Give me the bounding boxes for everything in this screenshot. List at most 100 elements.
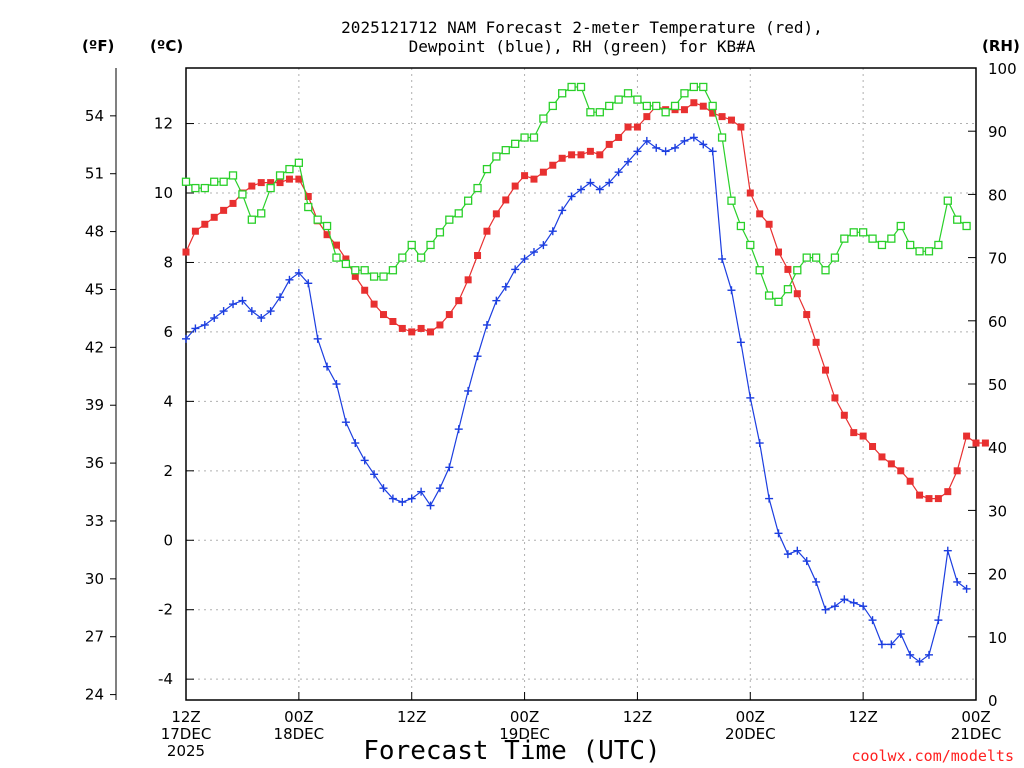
data-point (380, 311, 387, 319)
data-point (830, 253, 840, 262)
data-point (775, 248, 782, 256)
data-point (944, 488, 952, 496)
data-point (322, 221, 332, 231)
data-point (624, 157, 633, 166)
data-point (492, 296, 501, 305)
data-point (670, 101, 680, 111)
rh-tick-label: 60 (988, 313, 1007, 331)
data-point (341, 259, 351, 269)
data-point (925, 495, 933, 503)
data-point (361, 286, 369, 294)
data-point (756, 210, 764, 218)
data-point (492, 210, 500, 218)
data-point (426, 501, 435, 510)
data-point (699, 140, 708, 149)
data-point (689, 133, 698, 142)
data-point (502, 196, 510, 204)
data-point (746, 393, 755, 402)
data-point (953, 215, 962, 224)
data-point (238, 296, 247, 305)
data-point (727, 116, 735, 124)
data-point (436, 321, 444, 329)
data-point (840, 595, 849, 604)
rh-tick-label: 100 (988, 60, 1017, 78)
data-point (285, 275, 294, 284)
data-point (567, 192, 576, 201)
data-point (455, 297, 463, 305)
data-point (906, 477, 914, 485)
data-point (379, 484, 388, 493)
data-point (445, 463, 454, 472)
data-point (407, 494, 416, 503)
chart-title-line-1: 2025121712 NAM Forecast 2-meter Temperat… (341, 18, 823, 37)
grid-lines (186, 68, 976, 700)
data-point (474, 252, 482, 260)
time-tick-label: 12Z (397, 708, 426, 726)
data-point (736, 338, 745, 347)
data-point (877, 640, 886, 649)
rh-tick-label: 10 (988, 629, 1007, 647)
data-point (849, 228, 858, 237)
data-point (868, 234, 877, 243)
data-point (586, 147, 594, 155)
data-point (220, 206, 228, 214)
data-point (539, 241, 548, 250)
data-point (426, 240, 435, 250)
data-point (793, 266, 802, 275)
rh-tick-label: 40 (988, 439, 1007, 457)
data-point (342, 255, 350, 263)
data-point (709, 109, 717, 117)
tick-labels: -4-2024681012242730333639424548515401020… (85, 60, 1017, 760)
x-axis-title: Forecast Time (UTC) (363, 736, 660, 766)
data-point (360, 266, 369, 275)
data-point (435, 484, 444, 493)
data-point (699, 102, 707, 110)
data-point (407, 240, 416, 250)
data-point (962, 221, 971, 231)
data-point (313, 215, 322, 224)
data-point (868, 616, 877, 625)
data-point (257, 209, 266, 218)
data-point (812, 577, 821, 586)
time-tick-label: 00Z (284, 708, 313, 726)
data-point (802, 557, 811, 566)
data-point (718, 254, 727, 263)
celsius-tick-label: 8 (163, 253, 173, 271)
data-point (850, 429, 858, 437)
data-point (869, 443, 877, 451)
data-point (473, 352, 482, 361)
data-point (934, 495, 942, 503)
data-point (482, 320, 491, 329)
data-point (483, 227, 491, 235)
data-point (633, 123, 641, 131)
data-point (238, 190, 247, 199)
celsius-tick-label: 10 (154, 184, 173, 202)
data-point (341, 418, 350, 427)
series-line (185, 86, 967, 303)
data-point (680, 136, 689, 145)
data-point (210, 177, 219, 186)
data-point (915, 247, 924, 256)
data-point (727, 196, 736, 205)
time-tick-label: 12Z (171, 708, 200, 726)
plot-frame (185, 67, 977, 701)
data-point (896, 630, 905, 639)
fahrenheit-tick-label: 36 (85, 454, 104, 472)
data-point (717, 133, 727, 142)
data-point (736, 221, 746, 231)
data-point (859, 602, 868, 611)
data-point (953, 577, 962, 586)
data-point (671, 143, 680, 152)
data-point (454, 209, 463, 218)
data-point (887, 460, 895, 468)
data-point (229, 300, 238, 309)
data-point (191, 227, 199, 235)
data-point (755, 439, 764, 448)
data-point (708, 147, 717, 156)
data-point (567, 82, 576, 92)
data-point (840, 234, 849, 243)
data-point (276, 179, 284, 187)
data-point (267, 179, 275, 187)
data-point (388, 266, 398, 275)
data-point (727, 286, 736, 295)
